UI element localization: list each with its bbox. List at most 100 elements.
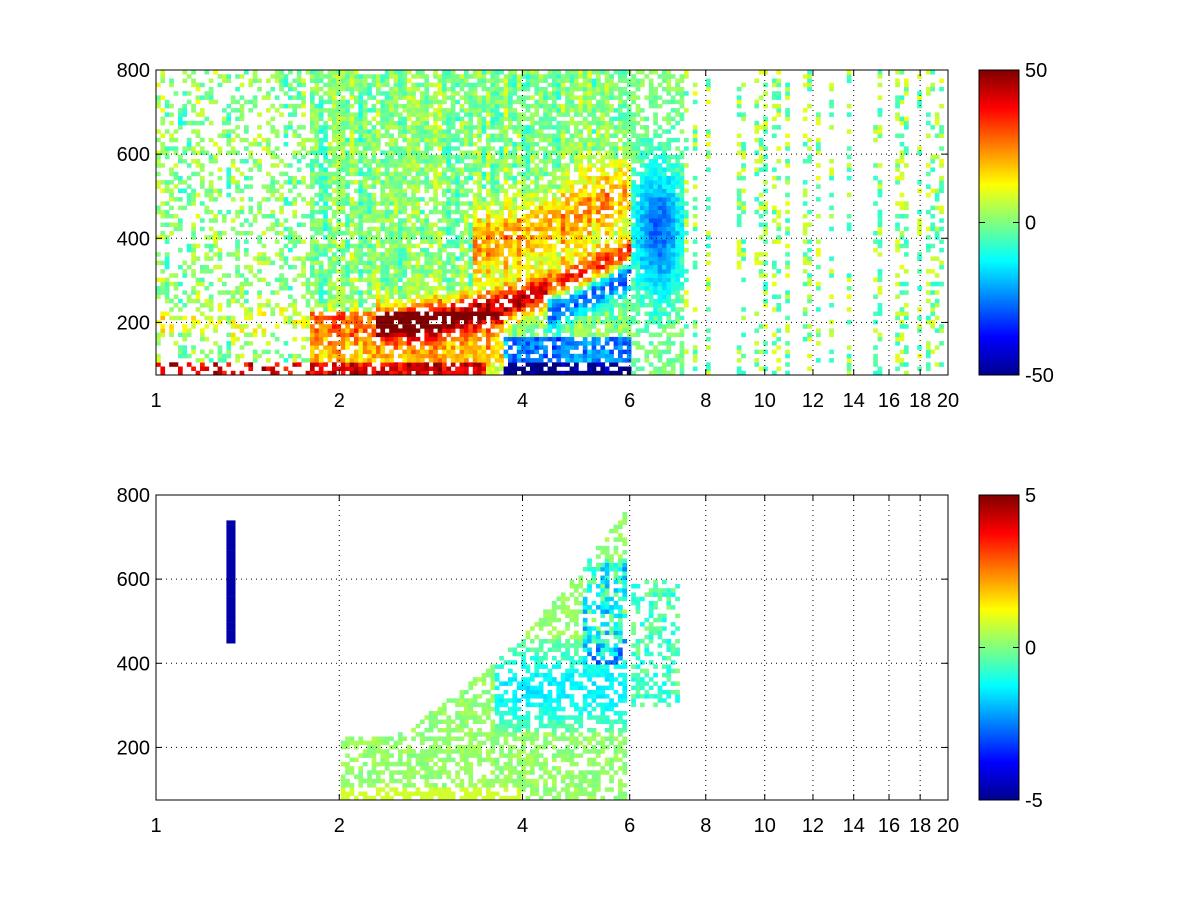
heatmap-cell <box>279 273 284 278</box>
heatmap-cell <box>270 129 276 134</box>
heatmap-cell <box>618 163 623 168</box>
heatmap-cell <box>208 184 214 189</box>
heatmap-cell <box>288 294 293 299</box>
heatmap-cell <box>186 298 192 304</box>
heatmap-cell <box>618 167 623 172</box>
heatmap-cell <box>490 362 496 367</box>
heatmap-cell <box>534 133 540 138</box>
heatmap-cell <box>543 159 548 164</box>
heatmap-cell <box>574 370 579 376</box>
heatmap-cell <box>530 239 535 244</box>
heatmap-cell <box>376 256 381 261</box>
heatmap-cell <box>499 226 504 232</box>
heatmap-cell <box>609 281 614 287</box>
heatmap-cell <box>345 358 350 363</box>
heatmap-cell <box>345 154 350 160</box>
heatmap-cell <box>354 99 359 105</box>
heatmap-cell <box>574 205 579 211</box>
heatmap-cell <box>556 112 562 117</box>
heatmap-cell <box>173 294 179 299</box>
heatmap-cell <box>543 120 548 126</box>
heatmap-cell <box>257 353 262 359</box>
heatmap-cell <box>415 142 421 147</box>
heatmap-cell <box>521 345 526 350</box>
heatmap-cell <box>556 137 562 143</box>
heatmap-cell <box>274 362 280 367</box>
heatmap-cell <box>292 154 298 160</box>
heatmap-cell <box>450 319 456 325</box>
heatmap-cell <box>428 273 434 278</box>
heatmap-cell <box>393 209 399 215</box>
heatmap-cell <box>292 324 298 329</box>
heatmap-cell <box>464 226 469 232</box>
heatmap-cell <box>415 129 421 134</box>
heatmap-cell <box>596 167 601 172</box>
heatmap-cell <box>587 129 592 134</box>
heatmap-cell <box>428 95 434 100</box>
heatmap-cell <box>393 112 399 117</box>
heatmap-cell <box>468 108 474 113</box>
heatmap-cell <box>340 201 346 206</box>
heatmap-cell <box>169 332 174 338</box>
heatmap-cell <box>310 264 315 270</box>
heatmap-cell <box>164 256 170 261</box>
heatmap-cell <box>424 222 430 227</box>
heatmap-cell <box>521 370 526 376</box>
heatmap-cell <box>398 82 403 88</box>
heatmap-cell <box>499 277 504 283</box>
heatmap-cell <box>582 137 588 143</box>
heatmap-cell <box>367 353 372 359</box>
heatmap-cell <box>622 366 628 371</box>
heatmap-cell <box>428 341 434 346</box>
heatmap-cell <box>556 95 562 100</box>
heatmap-cell <box>393 142 399 147</box>
heatmap-cell <box>604 273 610 278</box>
heatmap-cell <box>310 205 315 211</box>
heatmap-cell <box>534 281 540 287</box>
heatmap-cell <box>332 116 337 122</box>
heatmap-cell <box>380 184 386 189</box>
heatmap-cell <box>538 353 544 359</box>
heatmap-cell <box>547 159 553 164</box>
heatmap-cell <box>384 154 390 160</box>
heatmap-cell <box>468 290 474 295</box>
heatmap-cell <box>556 370 562 376</box>
heatmap-cell <box>468 142 474 147</box>
heatmap-cell <box>279 82 284 88</box>
heatmap-cell <box>384 120 390 126</box>
heatmap-cell <box>323 362 328 367</box>
heatmap-cell <box>574 142 579 147</box>
heatmap-cell <box>332 171 337 177</box>
heatmap-cell <box>503 319 509 325</box>
heatmap-cell <box>543 269 548 274</box>
heatmap-cell <box>468 336 474 342</box>
heatmap-cell <box>371 264 377 270</box>
heatmap-cell <box>503 171 509 177</box>
heatmap-cell <box>622 311 628 316</box>
heatmap-cell <box>420 137 425 143</box>
heatmap-cell <box>578 239 584 244</box>
heatmap-cell <box>226 120 232 126</box>
heatmap-cell <box>433 154 438 160</box>
heatmap-cell <box>288 353 293 359</box>
heatmap-cell <box>468 239 474 244</box>
heatmap-cell <box>512 243 518 249</box>
heatmap-cell <box>433 294 438 299</box>
heatmap-cell <box>538 358 544 363</box>
heatmap-cell <box>415 133 421 138</box>
heatmap-cell <box>560 235 566 240</box>
heatmap-cell <box>266 150 271 155</box>
heatmap-cell <box>393 95 399 100</box>
heatmap-cell <box>200 264 205 270</box>
heatmap-cell <box>512 362 518 367</box>
heatmap-cell <box>323 290 328 295</box>
heatmap-cell <box>398 192 403 198</box>
heatmap-cell <box>481 353 487 359</box>
heatmap-cell <box>494 366 500 371</box>
heatmap-cell <box>380 286 386 291</box>
heatmap-cell <box>494 125 500 130</box>
heatmap-cell <box>288 86 293 92</box>
heatmap-cell <box>490 349 496 355</box>
heatmap-cell <box>195 129 201 134</box>
heatmap-cell <box>424 159 430 164</box>
